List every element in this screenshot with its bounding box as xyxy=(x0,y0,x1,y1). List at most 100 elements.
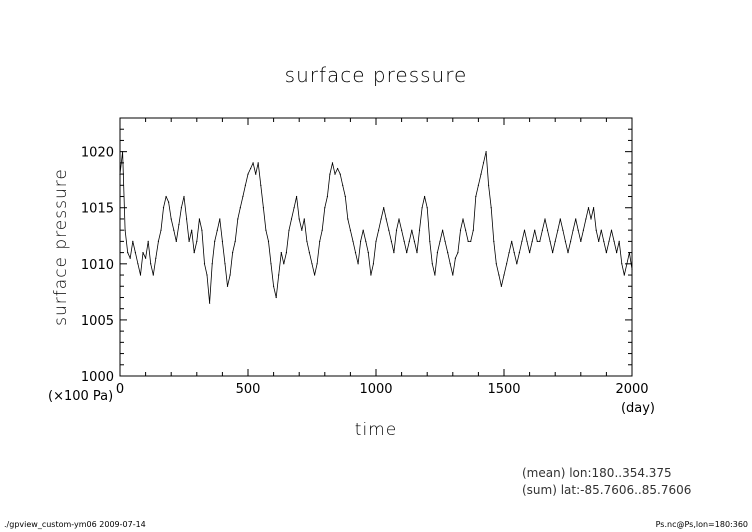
data-point xyxy=(326,195,328,198)
data-point xyxy=(498,274,500,276)
data-point xyxy=(203,263,206,265)
data-point xyxy=(124,229,126,231)
data-point xyxy=(308,252,310,254)
data-point xyxy=(570,240,572,242)
data-point xyxy=(357,263,359,265)
data-point xyxy=(564,240,567,242)
y-tick-label: 1010 xyxy=(81,258,114,273)
series-line xyxy=(119,151,633,304)
data-point xyxy=(477,184,479,186)
data-point xyxy=(311,263,313,265)
data-point xyxy=(375,240,377,242)
data-point xyxy=(536,240,538,242)
data-point xyxy=(546,229,549,231)
data-point xyxy=(262,207,264,209)
data-point xyxy=(250,167,252,170)
data-point xyxy=(232,252,234,254)
data-point xyxy=(411,229,413,231)
data-point xyxy=(605,252,608,254)
data-point xyxy=(426,207,428,209)
data-point xyxy=(247,173,249,175)
data-point xyxy=(370,274,372,276)
data-point xyxy=(580,240,582,242)
data-point xyxy=(472,229,474,231)
data-point xyxy=(406,252,408,254)
data-point xyxy=(198,218,200,220)
data-point xyxy=(442,229,444,231)
data-point xyxy=(554,240,556,242)
data-point xyxy=(139,274,142,276)
data-point xyxy=(329,173,331,175)
data-point xyxy=(152,274,154,276)
plot-frame xyxy=(119,117,633,377)
data-point xyxy=(544,218,546,220)
data-point xyxy=(595,229,597,231)
data-point xyxy=(385,218,387,220)
data-point xyxy=(610,229,613,231)
data-point xyxy=(173,229,175,231)
data-point xyxy=(506,263,508,265)
data-point xyxy=(285,252,287,254)
series-points xyxy=(119,151,633,304)
data-point xyxy=(552,252,554,254)
data-point xyxy=(490,207,492,209)
data-point xyxy=(628,252,631,254)
data-point xyxy=(462,218,464,220)
data-point xyxy=(260,184,262,186)
data-point xyxy=(347,218,349,220)
data-point xyxy=(559,218,561,220)
data-point xyxy=(339,173,341,175)
data-point xyxy=(142,252,144,254)
footer-left: ./gpview_custom-ym06 2009-07-14 xyxy=(4,520,146,529)
data-point xyxy=(273,285,275,287)
data-point xyxy=(429,240,431,242)
data-point xyxy=(331,162,334,164)
data-point xyxy=(293,207,295,209)
data-point xyxy=(398,218,400,220)
data-point xyxy=(334,173,336,175)
data-point xyxy=(613,240,615,242)
data-point xyxy=(577,229,579,231)
x-axis-label: time xyxy=(355,420,397,440)
x-tick-label: 0 xyxy=(116,382,124,397)
data-point xyxy=(244,184,246,186)
data-point xyxy=(600,229,602,231)
data-point xyxy=(160,229,162,231)
data-point xyxy=(270,263,272,265)
y-axis-label: surface pressure xyxy=(51,168,71,326)
data-point xyxy=(367,252,369,254)
data-point xyxy=(354,252,357,254)
data-point xyxy=(431,263,433,265)
data-point xyxy=(549,240,551,242)
data-point xyxy=(562,229,564,231)
data-point xyxy=(303,218,305,220)
data-point xyxy=(290,218,293,220)
data-point xyxy=(316,263,318,265)
data-point xyxy=(226,285,229,287)
data-point xyxy=(621,263,623,265)
data-point xyxy=(296,195,298,198)
data-point xyxy=(344,195,346,198)
data-point xyxy=(349,229,351,231)
data-point xyxy=(209,302,211,304)
data-point xyxy=(626,263,628,265)
data-point xyxy=(401,229,403,231)
data-point xyxy=(531,240,533,242)
data-point xyxy=(257,162,259,164)
data-point xyxy=(275,296,277,299)
data-point xyxy=(224,263,226,265)
data-point xyxy=(147,240,149,242)
data-point xyxy=(267,240,270,242)
data-point xyxy=(186,218,188,220)
data-point xyxy=(567,252,569,254)
data-point xyxy=(265,229,267,231)
data-point xyxy=(521,240,523,242)
data-point xyxy=(314,274,316,276)
data-point xyxy=(482,162,485,164)
data-point xyxy=(127,252,129,254)
data-point xyxy=(175,240,177,242)
x-axis-unit: (day) xyxy=(621,401,655,416)
data-point xyxy=(526,240,528,242)
data-point xyxy=(380,218,382,220)
data-point xyxy=(288,229,290,231)
